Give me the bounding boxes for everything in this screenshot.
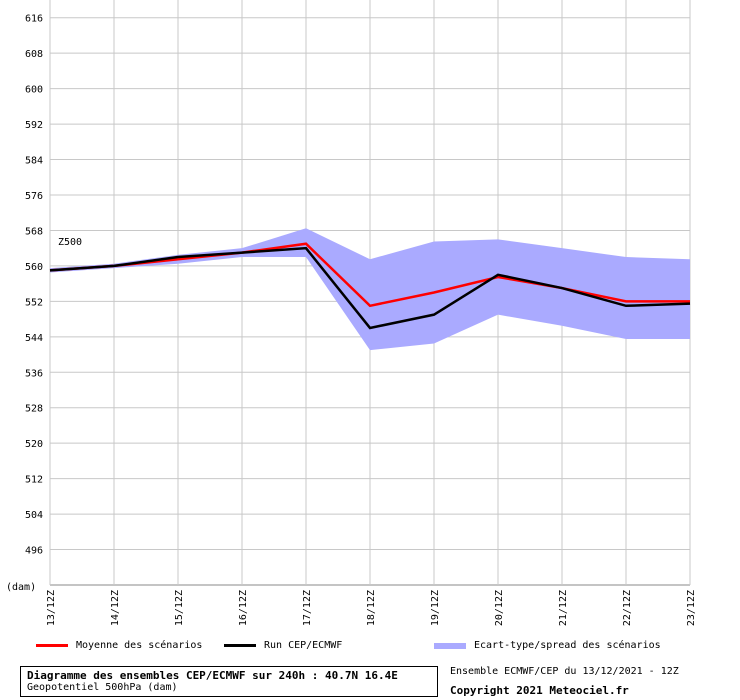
- x-tick-label: 13/12Z: [46, 590, 57, 626]
- x-tick-label: 14/12Z: [110, 590, 121, 626]
- ensemble-chart: 496 504 512 520 528 536 544 552 560 568 576 584 592 6…: [6, 0, 697, 626]
- y-tick-labels: 496 504 512 520 528 536 544 552 560 568 576 584 592 6…: [25, 14, 43, 557]
- y-tick-label: 512: [25, 475, 43, 486]
- y-tick-label: 528: [25, 404, 43, 415]
- legend-label-run: Run CEP/ECMWF: [264, 640, 343, 651]
- y-tick-label: 576: [25, 191, 43, 202]
- x-tick-label: 16/12Z: [238, 590, 249, 626]
- x-tick-labels: 13/12Z 14/12Z 15/12Z 16/12Z 17/12Z 18/12Z 19/1…: [46, 590, 697, 626]
- y-tick-label: 584: [25, 156, 43, 167]
- legend-swatch-spread: [434, 642, 466, 649]
- x-tick-label: 23/12Z: [686, 590, 697, 626]
- y-tick-label: 520: [25, 439, 43, 450]
- legend-swatch-mean: [36, 644, 68, 647]
- legend-spread: Ecart-type/spread des scénarios: [434, 640, 661, 651]
- y-tick-label: 552: [25, 297, 43, 308]
- series-line-run: [49, 246, 691, 330]
- run-info: Ensemble ECMWF/CEP du 13/12/2021 - 12Z: [450, 666, 679, 677]
- y-tick-label: 504: [25, 510, 43, 521]
- x-tick-label: 20/12Z: [494, 590, 505, 626]
- y-tick-label: 600: [25, 85, 43, 96]
- series-line-mean: [49, 242, 690, 308]
- x-tick-label: 21/12Z: [558, 590, 569, 626]
- legend-swatch-run: [224, 644, 256, 647]
- y-tick-label: 496: [25, 546, 43, 557]
- y-tick-label: 544: [25, 333, 43, 344]
- x-tick-label: 15/12Z: [174, 590, 185, 626]
- variable-label: Z500: [58, 237, 82, 248]
- y-tick-label: 592: [25, 120, 43, 131]
- x-tick-label: 17/12Z: [302, 590, 313, 626]
- legend-label-spread: Ecart-type/spread des scénarios: [474, 640, 661, 651]
- y-tick-label: 536: [25, 368, 43, 379]
- x-tick-label: 19/12Z: [430, 590, 441, 626]
- y-tick-label: 608: [25, 49, 43, 60]
- y-tick-label: 616: [25, 14, 43, 25]
- legend-run: Run CEP/ECMWF: [224, 640, 342, 651]
- x-tick-label: 18/12Z: [366, 590, 377, 626]
- chart-title-box: Diagramme des ensembles CEP/ECMWF sur 24…: [20, 666, 438, 697]
- spread-band: [50, 228, 690, 351]
- y-axis-unit-label: (dam): [6, 582, 36, 593]
- copyright: Copyright 2021 Meteociel.fr: [450, 684, 629, 697]
- y-tick-label: 560: [25, 262, 43, 273]
- y-tick-label: 568: [25, 226, 43, 237]
- chart-title: Diagramme des ensembles CEP/ECMWF sur 24…: [27, 669, 398, 682]
- legend-mean: Moyenne des scénarios: [36, 640, 202, 651]
- legend-label-mean: Moyenne des scénarios: [76, 640, 203, 651]
- chart-subtitle: Geopotentiel 500hPa (dam): [27, 682, 178, 693]
- x-tick-label: 22/12Z: [622, 590, 633, 626]
